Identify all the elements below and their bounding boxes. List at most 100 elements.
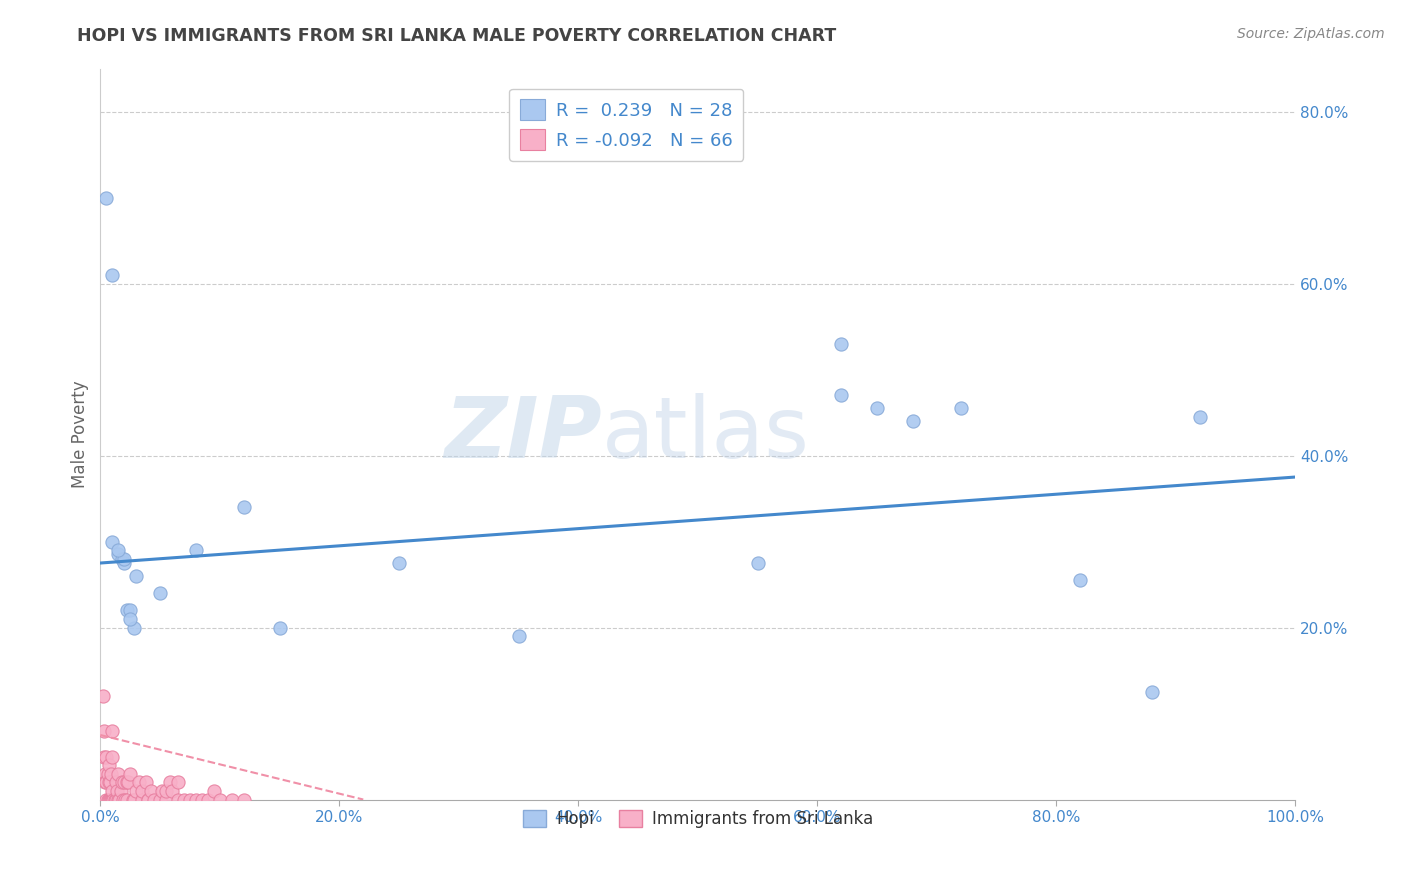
Point [101,268,124,282]
Point [112,775,135,789]
Point [269,621,291,635]
Point [830,388,852,402]
Point [949,401,972,416]
Point [101,784,124,798]
Point [114,792,136,806]
Point [136,792,159,806]
Point [112,551,135,566]
Point [1140,685,1163,699]
Point [111,551,134,566]
Point [191,792,214,806]
Point [139,784,162,798]
Point [221,792,243,806]
Point [94,775,117,789]
Point [101,792,124,806]
Point [111,775,134,789]
Point [179,792,201,806]
Point [104,792,127,806]
Point [104,775,127,789]
Point [830,336,852,351]
Point [96,775,118,789]
Point [122,792,145,806]
Point [143,792,166,806]
Point [120,603,142,617]
Point [184,543,207,558]
Point [101,534,124,549]
Legend: Hopi, Immigrants from Sri Lanka: Hopi, Immigrants from Sri Lanka [516,804,880,835]
Point [508,629,530,643]
Point [125,784,148,798]
Point [107,543,129,558]
Point [105,784,128,798]
Point [107,766,129,780]
Point [101,749,124,764]
Point [104,792,127,806]
Text: atlas: atlas [602,392,810,475]
Point [93,723,115,738]
Point [152,784,174,798]
Point [100,792,122,806]
Point [112,792,135,806]
Point [94,766,117,780]
Point [120,612,142,626]
Point [107,548,129,562]
Point [167,775,190,789]
Point [97,758,120,772]
Point [155,792,177,806]
Point [91,690,114,704]
Point [167,792,190,806]
Point [901,414,924,428]
Point [108,792,131,806]
Text: HOPI VS IMMIGRANTS FROM SRI LANKA MALE POVERTY CORRELATION CHART: HOPI VS IMMIGRANTS FROM SRI LANKA MALE P… [77,27,837,45]
Point [208,792,231,806]
Point [93,749,115,764]
Point [1188,409,1211,424]
Point [103,792,125,806]
Text: ZIP: ZIP [444,392,602,475]
Point [159,775,181,789]
Point [131,792,153,806]
Point [131,784,153,798]
Point [97,792,120,806]
Point [173,792,195,806]
Point [232,500,254,515]
Point [1069,573,1091,587]
Point [120,766,142,780]
Point [96,792,118,806]
Point [135,775,157,789]
Point [388,556,411,570]
Point [96,749,118,764]
Point [136,792,159,806]
Point [96,190,118,204]
Point [110,784,132,798]
Point [202,784,225,798]
Point [115,603,138,617]
Point [155,784,177,798]
Point [117,775,139,789]
Point [121,792,143,806]
Point [96,792,118,806]
Point [160,784,183,798]
Point [98,792,121,806]
Point [97,775,120,789]
Point [184,792,207,806]
Point [122,621,145,635]
Y-axis label: Male Poverty: Male Poverty [72,380,89,488]
Point [866,401,889,416]
Point [96,766,118,780]
Point [149,586,172,600]
Text: Source: ZipAtlas.com: Source: ZipAtlas.com [1237,27,1385,41]
Point [115,775,138,789]
Point [125,569,148,583]
Point [98,775,121,789]
Point [101,723,124,738]
Point [107,792,129,806]
Point [747,556,769,570]
Point [100,766,122,780]
Point [232,792,254,806]
Point [112,556,135,570]
Point [149,792,172,806]
Point [197,792,219,806]
Point [128,775,150,789]
Point [115,792,138,806]
